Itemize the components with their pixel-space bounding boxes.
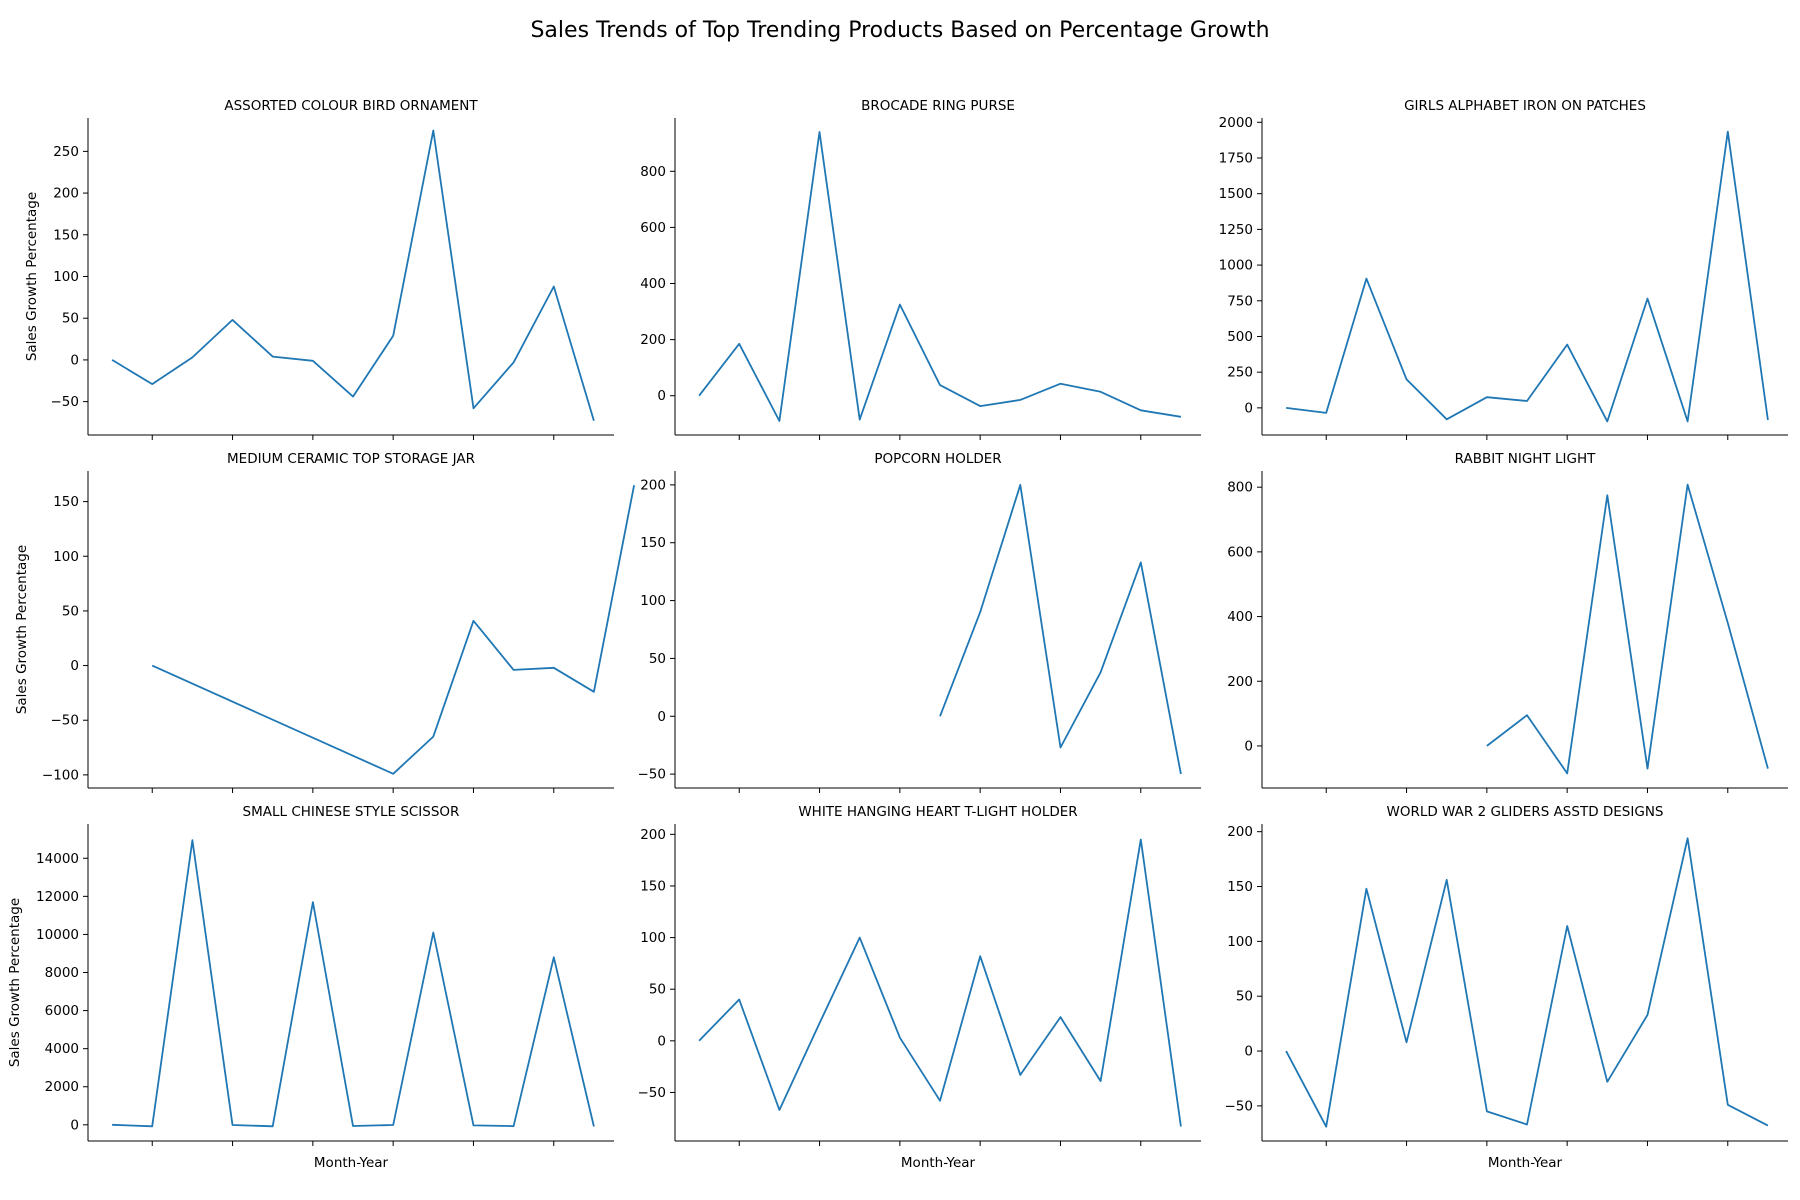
y-tick-label: 2000 <box>45 1079 79 1095</box>
subplot-8: WHITE HANGING HEART T-LIGHT HOLDER −50 0 50… <box>638 804 1201 1171</box>
y-tick-label: 0 <box>657 709 666 725</box>
series-line <box>112 839 595 1128</box>
y-tick-label: 10000 <box>36 927 79 943</box>
subplot-4: MEDIUM CERAMIC TOP STORAGE JAR −100 −50 0 50… <box>14 451 635 793</box>
y-tick-label: 250 <box>1227 365 1253 381</box>
subplot-5: POPCORN HOLDER −50 0 50 100 150 200 <box>638 451 1201 793</box>
series-line <box>1285 130 1769 423</box>
y-tick-label: 400 <box>1227 609 1253 625</box>
y-tick-label: −50 <box>638 1085 667 1101</box>
y-tick-label: 14000 <box>36 851 79 867</box>
y-tick-label: 100 <box>1227 934 1253 950</box>
y-tick-label: 750 <box>1227 293 1253 309</box>
y-tick-label: 150 <box>1227 879 1253 895</box>
y-tick-label: 200 <box>1227 824 1253 840</box>
subplot-9: WORLD WAR 2 GLIDERS ASSTD DESIGNS −50 0 50 1… <box>1225 804 1788 1171</box>
y-axis-label: Sales Growth Percentage <box>14 545 30 714</box>
subplot-title: ASSORTED COLOUR BIRD ORNAMENT <box>224 98 478 114</box>
y-tick-label: −50 <box>638 767 667 783</box>
series-line <box>939 483 1182 775</box>
y-tick-label: 100 <box>53 549 79 565</box>
subplot-title: MEDIUM CERAMIC TOP STORAGE JAR <box>227 451 475 467</box>
y-axis-label: Sales Growth Percentage <box>24 192 40 361</box>
subplot-6: RABBIT NIGHT LIGHT 0 200 400 600 800 <box>1227 451 1788 793</box>
y-tick-label: 200 <box>1227 674 1253 690</box>
y-tick-label: 8000 <box>45 965 79 981</box>
x-axis-label: Month-Year <box>901 1155 976 1171</box>
y-tick-label: −50 <box>51 394 80 410</box>
y-tick-label: 800 <box>640 164 666 180</box>
y-tick-label: 0 <box>70 1117 79 1133</box>
subplot-title: SMALL CHINESE STYLE SCISSOR <box>243 804 460 820</box>
y-tick-label: 200 <box>53 186 79 202</box>
x-axis-label: Month-Year <box>314 1155 389 1171</box>
y-tick-label: 1750 <box>1219 150 1253 166</box>
y-tick-label: 0 <box>70 658 79 674</box>
y-tick-label: 150 <box>53 227 79 243</box>
y-tick-label: 1500 <box>1219 186 1253 202</box>
y-tick-label: 4000 <box>45 1041 79 1057</box>
y-tick-label: 100 <box>53 269 79 285</box>
y-tick-label: 50 <box>62 311 79 327</box>
y-tick-label: 50 <box>62 603 79 619</box>
y-tick-label: 150 <box>640 878 666 894</box>
y-tick-label: 150 <box>640 535 666 551</box>
y-tick-label: 1000 <box>1219 258 1253 274</box>
y-tick-label: 1250 <box>1219 222 1253 238</box>
y-tick-label: 500 <box>1227 329 1253 345</box>
series-line <box>151 485 635 775</box>
series-line <box>111 129 595 422</box>
y-tick-label: 600 <box>1227 544 1253 560</box>
y-tick-label: 0 <box>657 388 666 404</box>
y-tick-label: 0 <box>1244 400 1253 416</box>
y-tick-label: 0 <box>657 1033 666 1049</box>
y-tick-label: 50 <box>649 982 666 998</box>
subplot-1: ASSORTED COLOUR BIRD ORNAMENT −50 0 50 100 15… <box>24 98 614 440</box>
series-line <box>1486 483 1769 775</box>
series-line <box>698 131 1182 422</box>
y-tick-label: 2000 <box>1219 115 1253 131</box>
y-tick-label: 250 <box>53 144 79 160</box>
y-tick-label: 400 <box>640 276 666 292</box>
subplot-7: SMALL CHINESE STYLE SCISSOR 0 2000 4000 6000… <box>7 804 614 1171</box>
subplot-title: POPCORN HOLDER <box>874 451 1001 467</box>
y-tick-label: 100 <box>640 593 666 609</box>
y-tick-label: 0 <box>1244 738 1253 754</box>
subplot-title: WORLD WAR 2 GLIDERS ASSTD DESIGNS <box>1386 804 1663 820</box>
x-axis-label: Month-Year <box>1488 1155 1563 1171</box>
y-tick-label: 200 <box>640 477 666 493</box>
y-tick-label: 0 <box>1244 1044 1253 1060</box>
y-tick-label: 6000 <box>45 1003 79 1019</box>
y-tick-label: 0 <box>70 352 79 368</box>
y-tick-label: 50 <box>1236 989 1253 1005</box>
y-tick-label: −100 <box>42 767 79 783</box>
subplot-title: RABBIT NIGHT LIGHT <box>1455 451 1596 467</box>
y-tick-label: 200 <box>640 827 666 843</box>
series-line <box>1285 837 1769 1128</box>
y-tick-label: 12000 <box>36 889 79 905</box>
y-tick-label: 200 <box>640 332 666 348</box>
subplot-title: WHITE HANGING HEART T-LIGHT HOLDER <box>798 804 1077 820</box>
subplot-title: GIRLS ALPHABET IRON ON PATCHES <box>1404 98 1646 114</box>
figure-title: Sales Trends of Top Trending Products Ba… <box>530 18 1270 43</box>
y-tick-label: 50 <box>649 651 666 667</box>
subplot-2: BROCADE RING PURSE 0 200 400 600 800 <box>640 98 1201 440</box>
y-tick-label: −50 <box>1225 1098 1254 1114</box>
y-axis-label: Sales Growth Percentage <box>7 898 23 1067</box>
subplot-3: GIRLS ALPHABET IRON ON PATCHES 0 250 500 750… <box>1219 98 1788 440</box>
y-tick-label: 800 <box>1227 480 1253 496</box>
y-tick-label: 600 <box>640 220 666 236</box>
series-line <box>698 838 1182 1127</box>
y-tick-label: 100 <box>640 930 666 946</box>
y-tick-label: 150 <box>53 494 79 510</box>
y-tick-label: −50 <box>51 713 80 729</box>
subplot-title: BROCADE RING PURSE <box>861 98 1015 114</box>
